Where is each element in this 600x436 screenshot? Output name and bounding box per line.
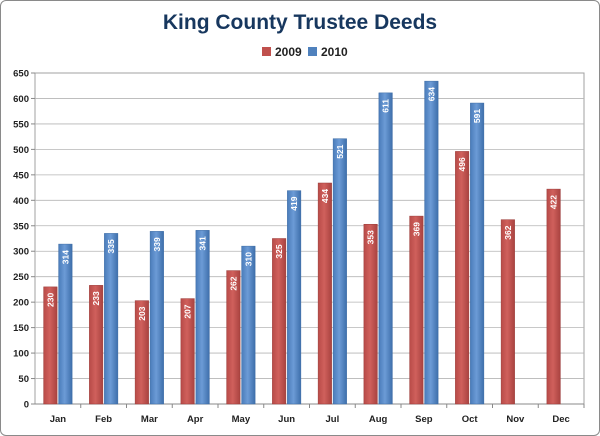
- bar-2009-May: [226, 270, 241, 405]
- y-tick-label: 400: [13, 196, 29, 207]
- data-label-2009-Dec: 422: [549, 195, 559, 209]
- bar-2010-Sep: [424, 80, 439, 405]
- x-category-label: Jan: [50, 414, 67, 425]
- chart-title: King County Trustee Deeds: [163, 11, 437, 34]
- x-category-label: Feb: [95, 414, 112, 425]
- x-category-label: Sep: [415, 414, 433, 425]
- data-label-2009-Aug: 353: [366, 230, 376, 244]
- data-label-2009-Nov: 362: [503, 225, 513, 239]
- data-label-2010-Oct: 591: [472, 109, 482, 123]
- x-category-label: Nov: [506, 414, 525, 425]
- bar-2009-Jul: [317, 182, 332, 405]
- bar-2009-Feb: [89, 285, 104, 405]
- data-label-2009-Oct: 496: [457, 157, 467, 171]
- data-label-2009-May: 262: [228, 276, 238, 290]
- bar-2009-Nov: [500, 219, 515, 405]
- data-label-2009-Jan: 230: [45, 293, 55, 307]
- bar-2009-Jan: [43, 286, 58, 405]
- bar-2010-Jun: [287, 190, 302, 405]
- data-labels: 230 314 233 335 203 339 207 341 262 310 325 419 434 5…: [45, 87, 558, 321]
- x-category-label: May: [232, 414, 251, 425]
- legend-label-2010: 2010: [321, 45, 348, 59]
- data-label-2010-Jul: 521: [335, 144, 345, 158]
- data-label-2009-Feb: 233: [91, 291, 101, 305]
- bar-2009-Jun: [272, 238, 287, 405]
- data-label-2009-Jul: 434: [320, 189, 330, 203]
- bar-2009-Oct: [455, 151, 470, 405]
- legend-label-2009: 2009: [275, 45, 302, 59]
- y-tick-label: 0: [24, 400, 29, 411]
- y-tick-label: 200: [13, 298, 29, 309]
- y-tick-label: 600: [13, 94, 29, 105]
- x-category-label: Mar: [141, 414, 158, 425]
- y-tick-label: 300: [13, 247, 29, 258]
- x-category-label: Jul: [326, 414, 340, 425]
- data-label-2009-Sep: 369: [411, 222, 421, 236]
- y-tick-label: 450: [13, 170, 29, 181]
- legend: 2009 2010: [262, 45, 348, 59]
- x-category-label: Jun: [278, 414, 295, 425]
- legend-swatch-2009: [262, 47, 271, 56]
- y-tick-label: 100: [13, 349, 29, 360]
- data-label-2010-Apr: 341: [198, 236, 208, 250]
- bar-2010-Apr: [195, 230, 210, 405]
- x-category-label: Apr: [187, 414, 204, 425]
- gridlines: [31, 72, 585, 408]
- plot-area: 050100150200250300350400450500550600650 …: [13, 69, 585, 425]
- y-axis-ticks: 0 50 100 150 200 250 300 350 400 450 500 550 600 650: [13, 69, 29, 411]
- bar-2009-Apr: [180, 298, 195, 405]
- bar-2009-Sep: [409, 215, 424, 405]
- data-label-2009-Apr: 207: [183, 304, 193, 318]
- y-tick-label: 50: [18, 374, 29, 385]
- data-label-2010-Mar: 339: [152, 237, 162, 251]
- y-tick-label: 650: [13, 69, 29, 80]
- bar-2010-Oct: [470, 102, 485, 405]
- data-label-2010-Jun: 419: [289, 196, 299, 210]
- y-tick-label: 150: [13, 323, 29, 334]
- bar-2009-Mar: [134, 300, 149, 405]
- data-label-2009-Jun: 325: [274, 244, 284, 258]
- y-tick-label: 500: [13, 145, 29, 156]
- bar-2010-Jul: [332, 138, 347, 405]
- x-category-label: Aug: [369, 414, 388, 425]
- data-label-2010-Sep: 634: [426, 87, 436, 101]
- data-label-2009-Mar: 203: [137, 306, 147, 320]
- bar-2010-Mar: [149, 231, 164, 405]
- bar-2010-Aug: [378, 92, 393, 405]
- data-label-2010-May: 310: [243, 252, 253, 266]
- legend-swatch-2010: [308, 47, 317, 56]
- x-axis-categories: Jan Feb Mar Apr May Jun Jul Aug Sep Oct Nov Dec: [50, 414, 570, 425]
- x-category-label: Dec: [552, 414, 569, 425]
- y-tick-label: 350: [13, 221, 29, 232]
- data-label-2010-Aug: 611: [381, 99, 391, 113]
- bar-2010-Feb: [104, 233, 119, 405]
- bars: [43, 80, 561, 405]
- y-tick-label: 250: [13, 272, 29, 283]
- data-label-2010-Feb: 335: [106, 239, 116, 253]
- bar-2010-May: [241, 245, 256, 405]
- bar-2009-Aug: [363, 223, 378, 405]
- plot-background: [34, 72, 585, 405]
- y-tick-label: 550: [13, 119, 29, 130]
- bar-2010-Jan: [58, 243, 73, 405]
- x-category-label: Oct: [462, 414, 479, 425]
- data-label-2010-Jan: 314: [60, 250, 70, 264]
- bar-2009-Dec: [546, 188, 561, 405]
